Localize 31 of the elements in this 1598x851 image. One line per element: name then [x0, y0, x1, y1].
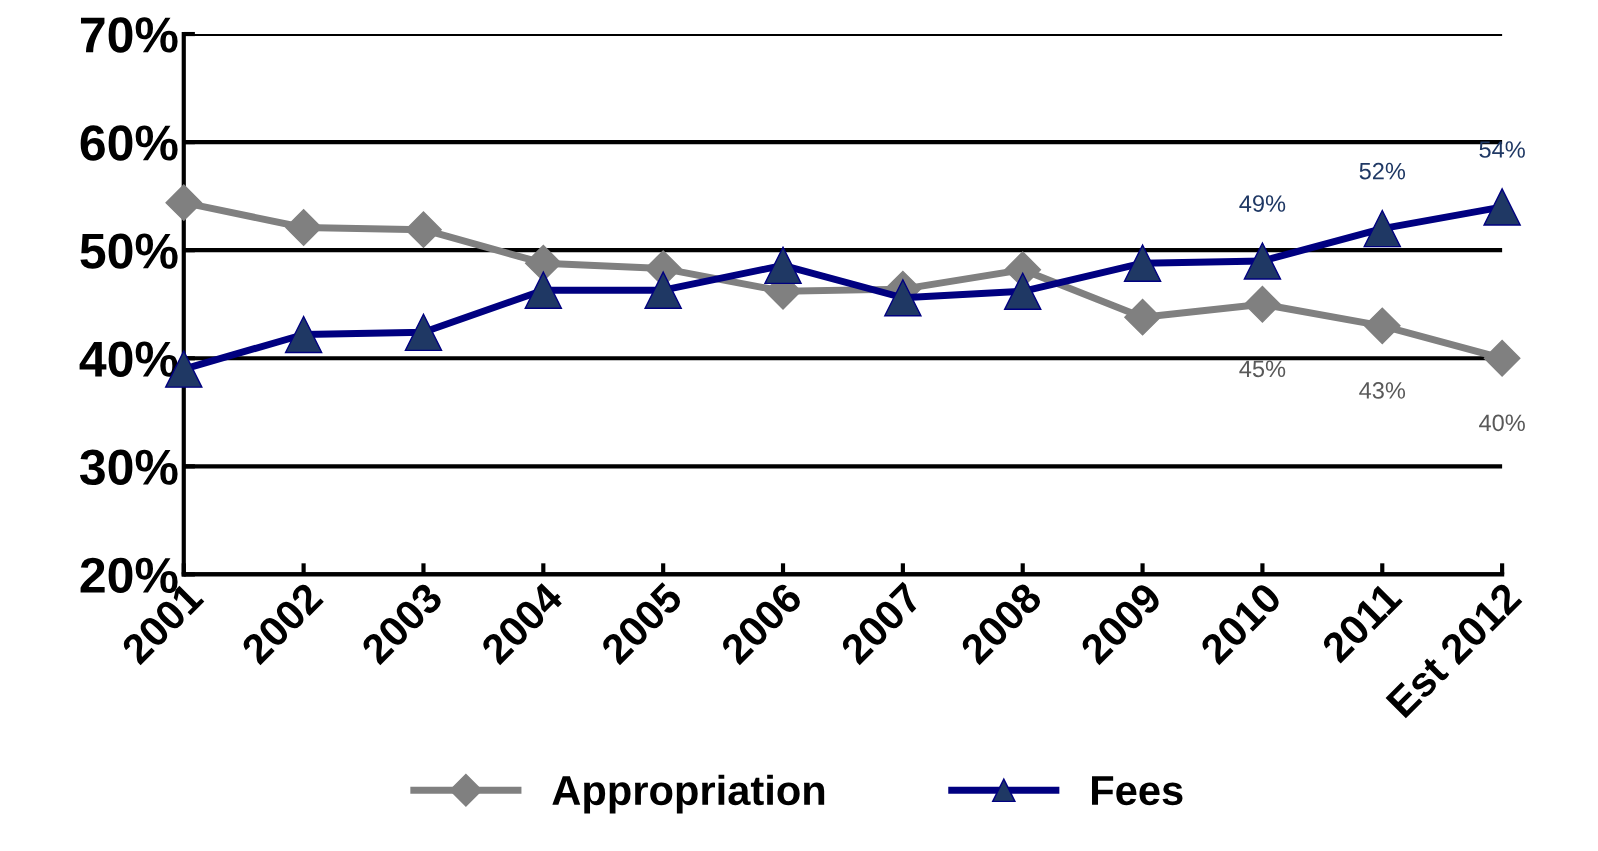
- data-label: 40%: [1479, 414, 1525, 432]
- point: [1123, 244, 1162, 282]
- y-tick-label: 30%: [79, 449, 178, 486]
- point: [404, 313, 443, 352]
- legend-label: Appropriation: [552, 774, 825, 814]
- point: [1243, 242, 1282, 280]
- data-label: 43%: [1359, 382, 1406, 399]
- point: [1003, 272, 1042, 311]
- y-tick-label: 70%: [80, 17, 178, 53]
- point: [1483, 339, 1521, 377]
- y-tick-label: 50%: [80, 233, 178, 269]
- data-label: 52%: [1359, 162, 1406, 180]
- data-label: 45%: [1239, 360, 1286, 378]
- point: [524, 271, 563, 309]
- data-label: 49%: [1239, 195, 1286, 212]
- point: [1244, 285, 1281, 323]
- point: [1363, 209, 1402, 248]
- y-tick-label: 60%: [80, 125, 178, 161]
- point: [644, 271, 682, 309]
- point: [405, 211, 442, 249]
- point: [284, 315, 323, 354]
- point: [1124, 298, 1161, 336]
- point: [1363, 307, 1401, 345]
- point: [884, 278, 922, 317]
- legend-label: Fees: [1092, 776, 1183, 806]
- point: [285, 209, 322, 246]
- data-label: 54%: [1479, 141, 1525, 158]
- point: [764, 246, 802, 285]
- point: [165, 184, 203, 222]
- point: [1483, 188, 1521, 226]
- y-tick-label: 40%: [79, 341, 178, 377]
